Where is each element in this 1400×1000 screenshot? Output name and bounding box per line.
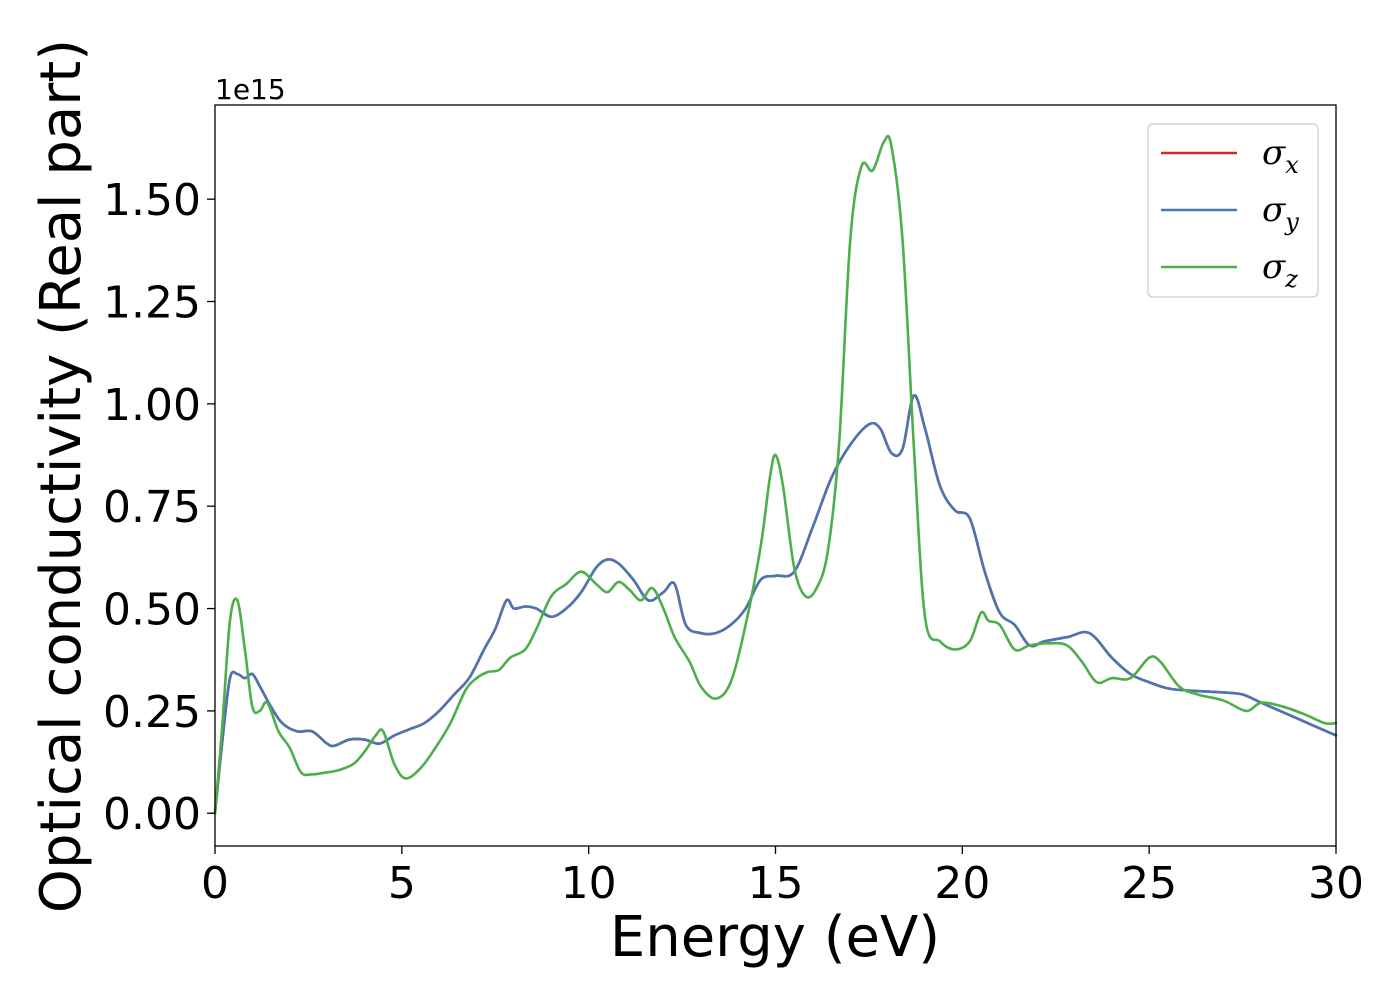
legend: σx σy σz [1147,123,1319,298]
y-axis-label: Optical conductivity (Real part) [29,39,94,913]
series-layer [213,134,1338,815]
legend-label-sigma-y: σy [1262,190,1299,236]
legend-label-sigma-x: σx [1262,133,1299,179]
y-tick-label: 0.00 [103,789,201,840]
x-tick-label: 25 [1121,858,1177,909]
y-offset-label: 1e15 [215,73,286,106]
y-tick-label: 0.25 [103,687,201,738]
x-tick-label: 0 [201,858,229,909]
y-tick-label: 1.00 [103,380,201,431]
series-line-sigma-z [213,134,1338,815]
x-tick-label: 20 [934,858,990,909]
y-tick-label: 1.50 [103,175,201,226]
x-tick-label: 30 [1308,858,1364,909]
x-axis-label: Energy (eV) [610,905,940,970]
x-tick-label: 15 [748,858,804,909]
legend-label-sigma-z: σz [1262,247,1298,293]
y-tick-label: 1.25 [103,278,201,329]
x-axis: 0 5 10 15 20 25 30 [201,846,1364,909]
y-axis: 0.00 0.25 0.50 0.75 1.00 1.25 1.50 [103,175,215,840]
y-tick-label: 0.75 [103,482,201,533]
x-tick-label: 10 [561,858,617,909]
x-tick-label: 5 [388,858,416,909]
y-tick-label: 0.50 [103,585,201,636]
